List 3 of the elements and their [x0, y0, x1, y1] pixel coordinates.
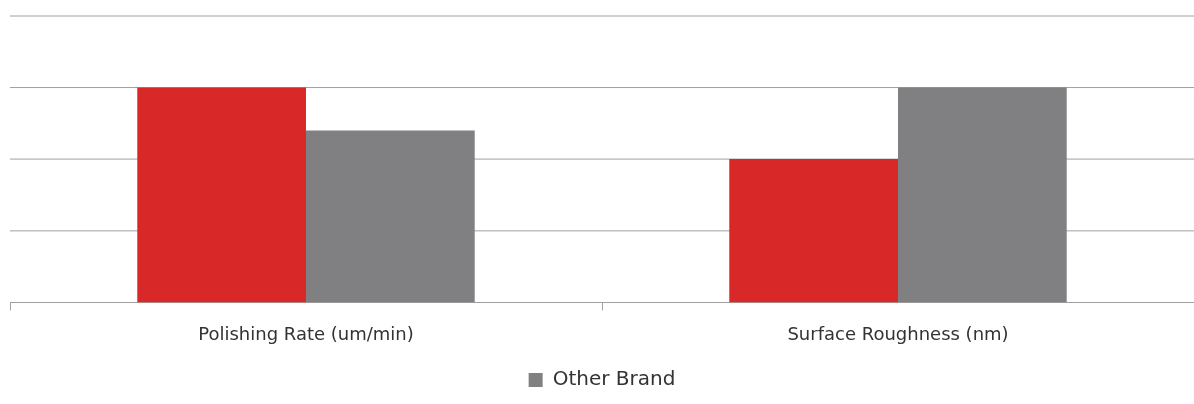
x-tick-label: Polishing Rate (um/min) — [198, 322, 414, 344]
x-tick-label: Surface Roughness (nm) — [787, 322, 1009, 344]
legend-label: Other Brand — [552, 366, 676, 391]
